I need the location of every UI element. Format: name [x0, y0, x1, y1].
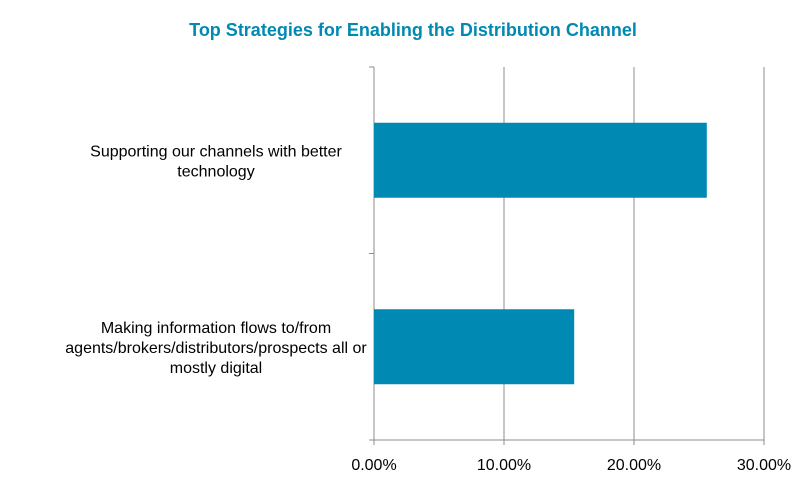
x-tick-label: 0.00%	[351, 457, 396, 474]
category-label: mostly digital	[170, 360, 262, 377]
x-tick-label: 30.00%	[737, 457, 791, 474]
bar	[374, 309, 575, 385]
category-label: technology	[177, 163, 254, 180]
category-label: Supporting our channels with better	[90, 143, 342, 160]
bar	[374, 122, 707, 198]
chart-title: Top Strategies for Enabling the Distribu…	[189, 20, 637, 40]
category-label: agents/brokers/distributors/prospects al…	[65, 340, 367, 357]
category-label: Making information flows to/from	[101, 320, 331, 337]
x-tick-label: 20.00%	[607, 457, 661, 474]
x-tick-label: 10.00%	[477, 457, 531, 474]
